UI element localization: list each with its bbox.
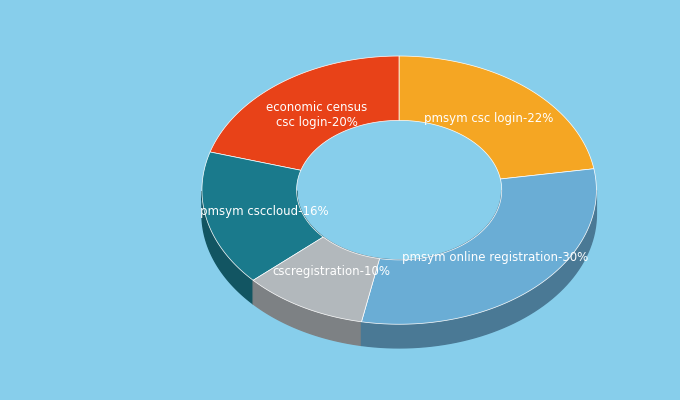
Polygon shape xyxy=(362,190,596,348)
Text: economic census
csc login-20%: economic census csc login-20% xyxy=(266,101,367,129)
PathPatch shape xyxy=(253,237,379,322)
PathPatch shape xyxy=(210,56,399,170)
Text: pmsym csccloud-16%: pmsym csccloud-16% xyxy=(200,204,329,218)
Text: pmsym online registration-30%: pmsym online registration-30% xyxy=(402,251,588,264)
PathPatch shape xyxy=(202,152,323,280)
PathPatch shape xyxy=(399,56,594,179)
Text: pmsym csc login-22%: pmsym csc login-22% xyxy=(424,112,554,125)
Polygon shape xyxy=(296,191,323,261)
Text: cscregistration-10%: cscregistration-10% xyxy=(273,266,390,278)
Polygon shape xyxy=(379,190,502,284)
Polygon shape xyxy=(202,191,253,304)
Polygon shape xyxy=(253,280,362,346)
Polygon shape xyxy=(323,237,379,282)
PathPatch shape xyxy=(362,169,596,324)
